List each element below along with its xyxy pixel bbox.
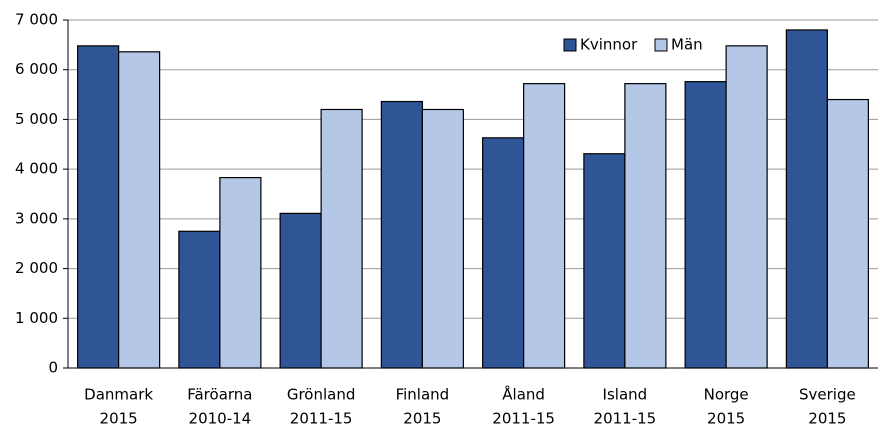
bar <box>725 45 768 369</box>
bar <box>118 51 161 369</box>
bar <box>421 108 464 369</box>
x-tick-label: Färöarna <box>187 386 252 404</box>
bar <box>279 212 322 369</box>
x-tick-label: 2011-15 <box>290 410 353 428</box>
y-tick-label: 5 000 <box>15 110 58 128</box>
x-tick-label: Finland <box>396 386 450 404</box>
x-tick-label: 2015 <box>403 410 441 428</box>
x-tick-label: 2011-15 <box>594 410 657 428</box>
bar <box>178 230 221 369</box>
x-tick-label: Grönland <box>287 386 356 404</box>
x-tick-label: Åland <box>502 385 545 404</box>
bar <box>380 100 423 369</box>
x-tick-label: Island <box>603 386 648 404</box>
x-tick-label: 2011-15 <box>492 410 555 428</box>
legend-label: Kvinnor <box>580 36 638 54</box>
x-tick-label: 2015 <box>808 410 846 428</box>
y-tick-label: 3 000 <box>15 209 58 227</box>
bar <box>482 137 525 369</box>
bar <box>785 29 828 369</box>
bar <box>77 45 120 369</box>
x-tick-label: 2015 <box>707 410 745 428</box>
bar <box>219 176 262 369</box>
legend-label: Män <box>671 36 703 54</box>
y-tick-label: 7 000 <box>15 11 58 29</box>
x-tick-label: Danmark <box>84 386 153 404</box>
bar <box>583 153 626 369</box>
legend-swatch <box>654 38 668 52</box>
bar <box>684 81 727 369</box>
x-tick-label: 2010-14 <box>189 410 252 428</box>
y-tick-label: 6 000 <box>15 60 58 78</box>
bar <box>523 83 566 369</box>
bar <box>320 108 363 369</box>
y-tick-label: 0 <box>48 359 58 377</box>
x-tick-label: 2015 <box>100 410 138 428</box>
bar <box>826 98 869 369</box>
x-tick-label: Sverige <box>799 386 856 404</box>
y-tick-label: 2 000 <box>15 259 58 277</box>
x-tick-label: Norge <box>704 386 749 404</box>
y-tick-label: 4 000 <box>15 160 58 178</box>
bar <box>624 83 667 369</box>
y-tick-label: 1 000 <box>15 309 58 327</box>
legend-swatch <box>563 38 577 52</box>
